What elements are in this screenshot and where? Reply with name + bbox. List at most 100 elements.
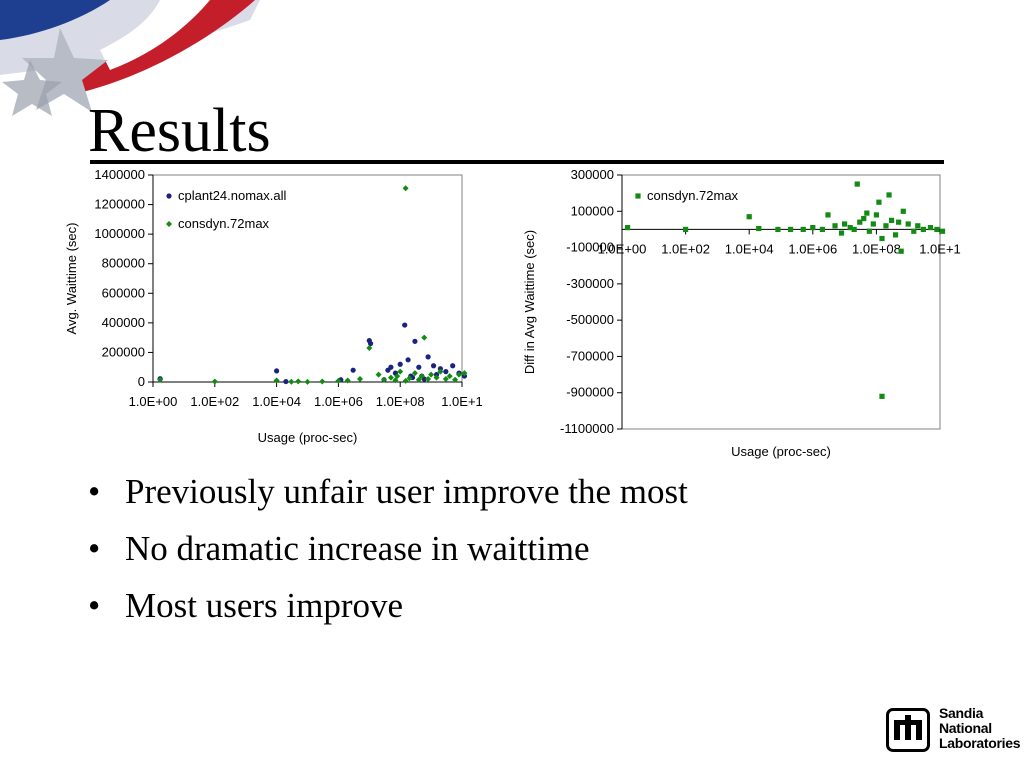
data-point bbox=[387, 374, 394, 381]
data-point bbox=[402, 185, 409, 192]
y-tick-label: 800000 bbox=[102, 256, 145, 271]
data-point bbox=[905, 221, 911, 227]
y-tick-label: 0 bbox=[138, 374, 145, 389]
x-tick-label: 1.0E+08 bbox=[852, 241, 901, 256]
data-point bbox=[350, 367, 356, 373]
y-tick-label: 400000 bbox=[102, 315, 145, 330]
data-point bbox=[842, 221, 848, 227]
data-point bbox=[775, 226, 781, 233]
data-point bbox=[461, 370, 468, 377]
data-point bbox=[283, 378, 289, 385]
slide-title: Results bbox=[88, 97, 271, 165]
data-point bbox=[397, 368, 404, 375]
legend-marker bbox=[166, 221, 172, 227]
data-point bbox=[879, 235, 885, 242]
data-point bbox=[442, 376, 449, 383]
data-point bbox=[756, 225, 762, 232]
data-point bbox=[335, 377, 342, 384]
data-point bbox=[356, 376, 363, 383]
sandia-logo: Sandia National Laboratories bbox=[886, 706, 1021, 756]
data-point bbox=[319, 378, 326, 385]
logo-line: National bbox=[939, 720, 992, 736]
data-point bbox=[746, 214, 752, 220]
data-point bbox=[832, 223, 838, 229]
data-point bbox=[416, 364, 422, 370]
bullet-list: • Previously unfair user improve the most… bbox=[88, 470, 688, 641]
waittime-scatter-chart: 0 200000 400000 600000 800000 1000000 1200000 1… bbox=[64, 167, 483, 445]
x-tick-label: 1.0E+06 bbox=[788, 241, 837, 256]
data-point bbox=[876, 199, 882, 205]
data-point bbox=[819, 226, 825, 233]
y-tick-label: -100000 bbox=[566, 240, 614, 255]
data-point bbox=[450, 363, 456, 369]
data-point bbox=[411, 370, 418, 377]
legend-marker bbox=[635, 193, 641, 199]
x-tick-label: 1.0E+04 bbox=[725, 241, 774, 256]
legend-label: cplant24.nomax.all bbox=[178, 188, 287, 203]
data-point bbox=[366, 344, 373, 351]
data-point bbox=[810, 225, 816, 231]
data-point bbox=[428, 371, 435, 378]
data-point bbox=[304, 378, 311, 385]
data-point bbox=[405, 357, 411, 363]
data-point bbox=[381, 376, 388, 383]
data-point bbox=[915, 223, 921, 229]
data-point bbox=[344, 377, 351, 384]
y-tick-label: 100000 bbox=[571, 203, 614, 218]
sandia-logo-icon bbox=[886, 708, 930, 752]
data-point bbox=[892, 232, 899, 238]
data-point bbox=[274, 368, 280, 374]
y-tick-label: -500000 bbox=[566, 312, 614, 327]
y-tick-label: -700000 bbox=[566, 348, 614, 363]
x-tick-label: 1.0E+00 bbox=[129, 394, 178, 409]
data-point bbox=[392, 377, 399, 384]
y-tick-label: -900000 bbox=[566, 385, 614, 400]
data-point bbox=[425, 354, 431, 360]
data-point bbox=[911, 228, 917, 234]
y-tick-label: -1100000 bbox=[560, 421, 614, 436]
data-point bbox=[898, 248, 904, 254]
x-tick-label: 1.0E+1 bbox=[919, 241, 961, 256]
data-point bbox=[430, 363, 437, 369]
y-axis-label: Diff in Avg Waittime (sec) bbox=[522, 230, 537, 374]
bullet-text: Most users improve bbox=[125, 586, 404, 625]
bullet-item: • Most users improve bbox=[88, 586, 404, 625]
data-point bbox=[861, 215, 867, 222]
y-tick-label: 200000 bbox=[102, 344, 145, 359]
data-point bbox=[847, 225, 853, 231]
data-point bbox=[683, 226, 689, 233]
data-point bbox=[375, 371, 382, 378]
x-tick-label: 1.0E+02 bbox=[190, 394, 239, 409]
data-point bbox=[864, 210, 870, 216]
y-tick-label: 1400000 bbox=[94, 167, 145, 182]
data-point bbox=[851, 226, 857, 233]
data-point bbox=[295, 378, 302, 385]
data-point bbox=[870, 221, 876, 227]
x-tick-label: 1.0E+1 bbox=[441, 394, 483, 409]
data-point bbox=[886, 192, 892, 198]
bullet-text: Previously unfair user improve the most bbox=[125, 472, 688, 511]
x-tick-label: 1.0E+08 bbox=[376, 394, 425, 409]
y-tick-label: 1200000 bbox=[94, 197, 145, 212]
data-point bbox=[273, 377, 280, 384]
legend-label: consdyn.72max bbox=[647, 188, 739, 203]
logo-text: Sandia National Laboratories bbox=[939, 706, 1021, 751]
y-tick-label: 600000 bbox=[102, 285, 145, 300]
data-point bbox=[157, 376, 164, 383]
data-point bbox=[433, 374, 440, 381]
plot-area bbox=[621, 174, 941, 430]
waittime-diff-scatter-chart: -1100000 -900000 -700000 -500000 -300000 -100… bbox=[522, 167, 961, 459]
data-point bbox=[873, 212, 879, 218]
data-point bbox=[388, 364, 394, 370]
x-axis-label: Usage (proc-sec) bbox=[731, 444, 831, 459]
x-tick-label: 1.0E+04 bbox=[252, 394, 301, 409]
x-tick-label: 1.0E+06 bbox=[314, 394, 363, 409]
data-point bbox=[800, 226, 806, 233]
bullet-text: No dramatic increase in waittime bbox=[125, 529, 590, 568]
data-point bbox=[443, 369, 449, 375]
data-point bbox=[825, 212, 831, 218]
data-point bbox=[418, 373, 425, 380]
data-point bbox=[437, 368, 444, 375]
data-point bbox=[367, 340, 374, 347]
